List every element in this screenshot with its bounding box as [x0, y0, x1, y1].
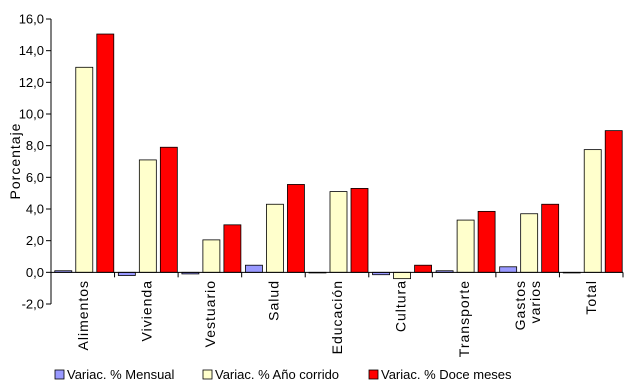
- y-tick-label: 6,0: [26, 170, 44, 185]
- x-tick-label: Total: [583, 280, 599, 315]
- bar-2-1: [75, 66, 94, 273]
- y-tick-label: 12,0: [19, 75, 44, 90]
- legend-label-1: Variac. % Mensual: [67, 367, 175, 382]
- bar-2-6: [393, 271, 411, 280]
- x-tick-label: Salud: [265, 280, 281, 321]
- x-tick-label: Gastos: [512, 280, 528, 330]
- plot-area: [54, 33, 623, 280]
- bar-3-2: [159, 146, 178, 273]
- bar-3-7: [477, 210, 496, 273]
- bar-2-9: [583, 149, 602, 273]
- x-tick-label: Cultura: [393, 280, 409, 332]
- bar-3-3: [223, 224, 242, 273]
- bar-3-1: [96, 33, 115, 273]
- y-axis-title: Porcentaje: [7, 123, 23, 200]
- y-tick-label: 16,0: [19, 12, 44, 27]
- x-tick-label: Vivienda: [138, 280, 154, 341]
- y-tick-label: 2,0: [26, 233, 44, 248]
- bar-2-4: [266, 203, 284, 273]
- y-tick-label: -2,0: [22, 297, 44, 312]
- bar-3-8: [541, 203, 560, 273]
- bar-3-9: [604, 130, 623, 273]
- x-axis: Alimentos Vivienda Vestuario Salud Educación…: [50, 271, 624, 357]
- x-tick-label: varios: [527, 280, 543, 323]
- x-tick-label: Vestuario: [202, 280, 218, 347]
- bar-3-5: [350, 188, 369, 273]
- legend: Variac. % Mensual Variac. % Año corrido Va…: [54, 367, 512, 382]
- legend-swatch-2: [202, 369, 213, 380]
- bar-3-6: [414, 264, 432, 273]
- x-tick-label: Educación: [329, 280, 345, 354]
- bar-2-8: [520, 213, 539, 273]
- y-tick-label: 10,0: [19, 107, 44, 122]
- y-tick-label: 4,0: [26, 202, 44, 217]
- bar-2-5: [329, 191, 348, 273]
- y-tick-label: 8,0: [26, 138, 44, 153]
- y-tick-label: 14,0: [19, 43, 44, 58]
- bar-2-3: [202, 239, 221, 273]
- y-tick-label: 0,0: [26, 265, 44, 280]
- y-axis: -2,0 0,0 2,0 4,0 6,0 8,0 10,0 12,0 14,0 16,0: [19, 12, 52, 312]
- x-tick-label: Transporte: [456, 280, 472, 357]
- legend-label-2: Variac. % Año corrido: [215, 367, 339, 382]
- bar-1-8: [499, 266, 518, 273]
- bar-1-4: [245, 264, 263, 273]
- x-tick-label: Alimentos: [75, 280, 91, 350]
- legend-swatch-3: [368, 369, 379, 380]
- bar-3-4: [287, 184, 305, 273]
- bar-2-2: [138, 159, 157, 273]
- legend-swatch-1: [54, 369, 65, 380]
- bar-2-7: [456, 219, 475, 273]
- legend-label-3: Variac. % Doce meses: [381, 367, 512, 382]
